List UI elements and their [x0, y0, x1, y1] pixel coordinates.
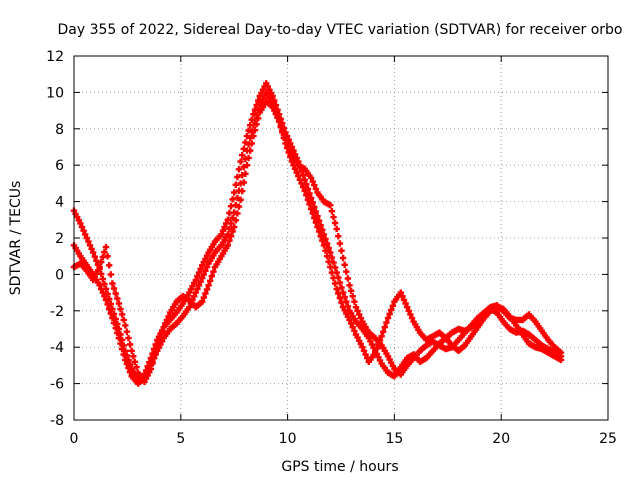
- y-tick-label: 6: [55, 158, 64, 174]
- series-layer: [70, 80, 565, 387]
- chart-title: Day 355 of 2022, Sidereal Day-to-day VTE…: [58, 22, 623, 38]
- x-tick-label: 15: [385, 431, 403, 447]
- x-axis-label: GPS time / hours: [281, 459, 398, 475]
- axis-ticks: [73, 55, 609, 421]
- tick-labels: -8 -6 -4 -2 0 2 4 6 8 10 12 0 5 10 15 20 25: [46, 49, 617, 447]
- x-tick-label: 0: [70, 431, 79, 447]
- grid-lines: [74, 56, 608, 420]
- x-tick-label: 10: [279, 431, 297, 447]
- y-tick-label: -8: [50, 413, 64, 429]
- y-tick-label: 4: [55, 195, 64, 211]
- track-3-markers: [70, 98, 565, 385]
- y-tick-label: -2: [50, 304, 64, 320]
- x-tick-label: 5: [176, 431, 185, 447]
- y-tick-label: 10: [46, 85, 64, 101]
- x-tick-label: 20: [492, 431, 510, 447]
- y-tick-label: 2: [55, 231, 64, 247]
- y-axis-label: SDTVAR / TECUs: [8, 181, 24, 296]
- y-tick-label: 8: [55, 122, 64, 138]
- y-tick-label: -4: [50, 340, 64, 356]
- x-tick-label: 25: [599, 431, 617, 447]
- y-tick-label: -6: [50, 377, 64, 393]
- y-tick-label: 0: [55, 267, 64, 283]
- plot-frame: [73, 55, 609, 421]
- y-tick-label: 12: [46, 49, 64, 65]
